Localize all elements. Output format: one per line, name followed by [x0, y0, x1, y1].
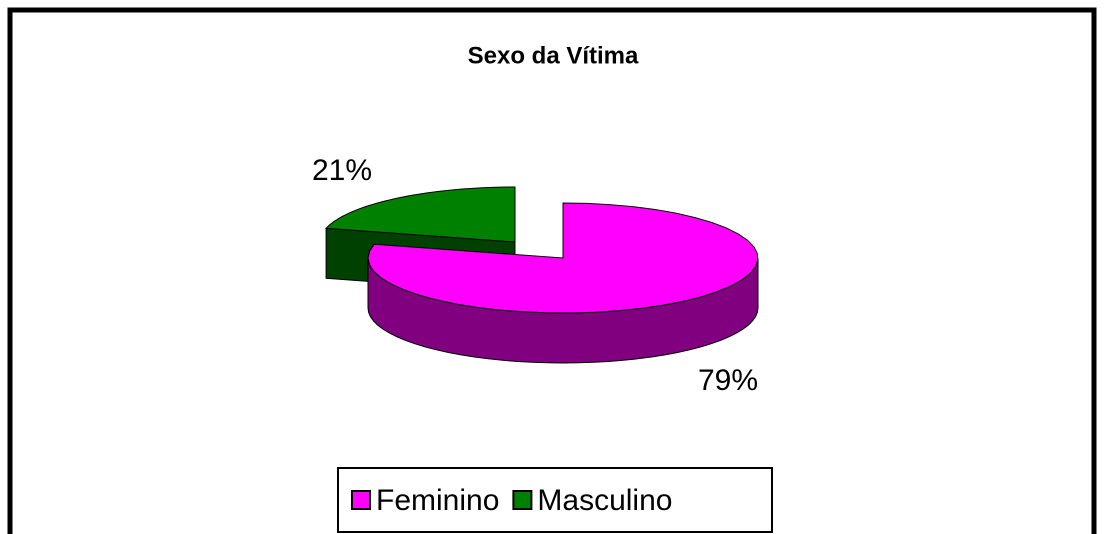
legend-label: Masculino — [537, 484, 672, 517]
legend-items: Feminino Masculino — [351, 484, 672, 517]
legend — [337, 467, 773, 533]
legend-swatch — [512, 490, 533, 510]
legend-swatch — [351, 490, 371, 510]
slice — [324, 186, 516, 243]
legend-label: Feminino — [376, 484, 499, 517]
pie: 79% 21% — [312, 154, 759, 397]
slice — [367, 202, 759, 314]
data-label: 21% — [312, 154, 372, 187]
chart-title: Sexo da Vítima — [468, 42, 639, 69]
data-label: 79% — [698, 364, 758, 397]
